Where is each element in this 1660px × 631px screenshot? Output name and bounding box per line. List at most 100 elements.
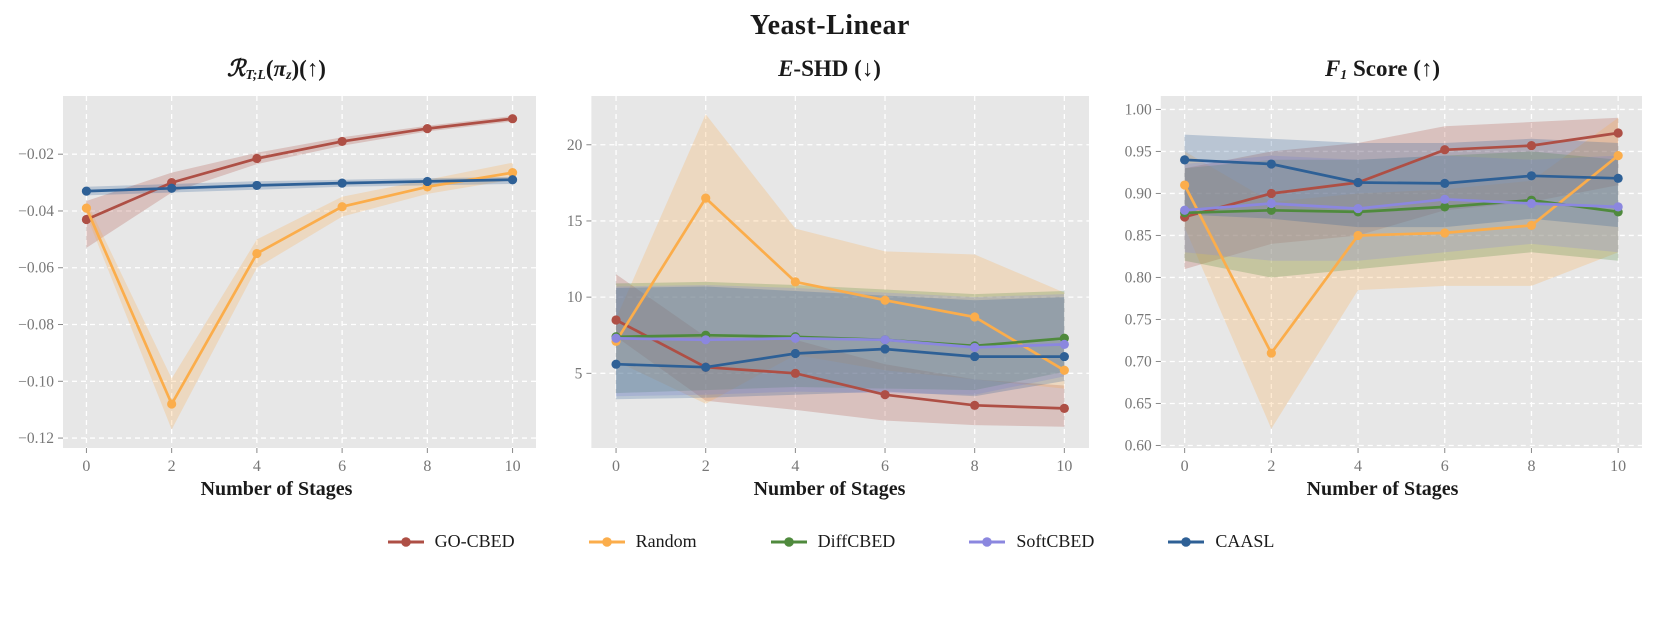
series-CAASL-line [85, 178, 514, 193]
x-tick-label: 8 [1527, 458, 1535, 475]
chart-title-segment: -SHD (↓) [793, 56, 881, 81]
y-tick-label: −0.10 [18, 373, 54, 390]
y-tick-label: −0.06 [18, 260, 54, 277]
y-tick-label: 0.70 [1125, 353, 1152, 370]
series-SoftCBED-points [1180, 194, 1623, 215]
series-Random-band [616, 114, 1065, 404]
chart-panels: ℛT;L(πz)(↑) −0.02 −0.04 −0.06 −0.08 −0.10 −0.… [0, 44, 1660, 501]
legend-item-label: DiffCBED [817, 531, 896, 551]
y-tick-label: 0.60 [1125, 437, 1152, 454]
x-tick-label: 2 [702, 458, 710, 475]
chart-title-segment: )(↑) [291, 56, 326, 81]
y-tick-label: 0.90 [1125, 185, 1152, 202]
y-tick-label: 5 [575, 365, 583, 382]
series-SoftCBED-line [1183, 197, 1620, 212]
legend-marker-icon [969, 536, 1006, 547]
series-Random-band [1184, 117, 1619, 429]
legend-item-DiffCBED: DiffCBED [769, 531, 896, 552]
y-tick-label: −0.08 [18, 317, 54, 334]
x-tick-label: 10 [505, 458, 521, 475]
series-CAASL-band [616, 286, 1065, 400]
chart-title-f1: F1 Score (↑) [1325, 56, 1440, 88]
x-tick-label: 6 [1441, 458, 1449, 475]
legend-marker-icon [387, 536, 424, 547]
x-tick-label: 10 [1056, 458, 1072, 475]
axis-ticks [586, 144, 1065, 453]
legend-item-SoftCBED: SoftCBED [967, 531, 1094, 552]
y-tick-label: 1.00 [1125, 101, 1152, 118]
series-Random-line [85, 171, 514, 408]
series-GO-CBED-line [1183, 131, 1620, 219]
chart-f1: 1.00 0.95 0.90 0.85 0.80 0.75 0.70 0.65 0.60 0 2 4 6… [1125, 96, 1642, 475]
series-GO-CBED-points [81, 114, 518, 225]
x-tick-label: 8 [423, 458, 431, 475]
chart-panel-reward: ℛT;L(πz)(↑) −0.02 −0.04 −0.06 −0.08 −0.10 −0.… [0, 44, 553, 501]
x-axis-label-reward: Number of Stages [200, 478, 353, 500]
series-GO-CBED-band [1184, 117, 1619, 270]
chart-title-eshd: E-SHD (↓) [778, 56, 881, 88]
chart-eshd: 20 15 10 5 0 2 4 6 8 10 [567, 96, 1089, 475]
x-tick-label: 4 [791, 458, 799, 475]
series-DiffCBED-line [1183, 198, 1620, 215]
x-axis-label-f1: Number of Stages [1306, 478, 1459, 500]
series-CAASL-points [611, 344, 1069, 372]
x-tick-label: 0 [612, 458, 620, 475]
series-Random-points [1180, 151, 1623, 358]
legend-item-Random: Random [587, 531, 697, 552]
legend-item-label: GO-CBED [434, 531, 515, 551]
y-tick-label: 0.80 [1125, 269, 1152, 286]
plot-area [591, 96, 1089, 448]
y-tick-label: 20 [567, 137, 583, 154]
y-tick-label: 15 [567, 213, 583, 230]
series-GO-CBED-points [611, 315, 1069, 413]
y-tick-label: 0.85 [1125, 227, 1152, 244]
axis-ticks [1155, 108, 1619, 453]
series-CAASL-points [1180, 155, 1623, 188]
y-tick-label: 0.95 [1125, 143, 1152, 160]
series-GO-CBED-line [614, 318, 1066, 410]
legend-item-label: SoftCBED [1016, 531, 1095, 551]
x-tick-label: 0 [1181, 458, 1189, 475]
legend-marker-icon [770, 536, 807, 547]
legend-item-GO-CBED: GO-CBED [386, 531, 515, 552]
chart-title-segment: ℛ [227, 56, 246, 81]
y-tick-label: 0.75 [1125, 311, 1152, 328]
x-tick-label: 4 [253, 458, 261, 475]
figure-title: Yeast-Linear [750, 10, 910, 41]
x-tick-label: 6 [338, 458, 346, 475]
legend-item-label: CAASL [1215, 531, 1275, 551]
legend: GO-CBED Random DiffCBED SoftCBED CAASL [0, 531, 1660, 552]
series-Random-points [81, 168, 518, 409]
x-tick-label: 2 [1267, 458, 1275, 475]
series-Random-line [1183, 154, 1620, 356]
series-CAASL-points [81, 175, 518, 196]
y-tick-label: −0.02 [18, 146, 54, 163]
legend-marker-icon [1168, 536, 1205, 547]
y-tick-label: −0.12 [18, 430, 54, 447]
x-tick-label: 2 [168, 458, 176, 475]
plot-area [1160, 96, 1642, 448]
axis-ticks [58, 153, 514, 453]
legend-marker-icon [588, 536, 625, 547]
gridlines [591, 96, 1089, 448]
series-CAASL-line [614, 347, 1066, 369]
series-CAASL-band [1184, 134, 1619, 228]
y-tick-label: 10 [567, 289, 583, 306]
chart-title-segment: F [1324, 56, 1341, 81]
gridlines [1160, 96, 1642, 448]
series-Random-band [86, 162, 513, 430]
chart-panel-f1: F1 Score (↑) 1.00 0.95 0.90 0.85 0.80 0.75 0.7… [1106, 44, 1659, 501]
series-Random-line [614, 195, 1066, 372]
chart-title-segment: E [778, 56, 794, 81]
series-GO-CBED-band [616, 274, 1065, 427]
chart-title-segment: z [286, 66, 292, 82]
x-tick-label: 4 [1354, 458, 1362, 475]
series-DiffCBED-band [1184, 151, 1619, 278]
x-axis-label-eshd: Number of Stages [753, 478, 906, 500]
legend-item-CAASL: CAASL [1166, 531, 1274, 552]
chart-reward: −0.02 −0.04 −0.06 −0.08 −0.10 −0.12 0 2 4 6 8 10 [18, 96, 536, 475]
gridlines [63, 96, 536, 448]
series-SoftCBED-points [611, 333, 1069, 353]
y-tick-label: 0.65 [1125, 395, 1152, 412]
chart-title-segment: 1 [1340, 66, 1348, 82]
